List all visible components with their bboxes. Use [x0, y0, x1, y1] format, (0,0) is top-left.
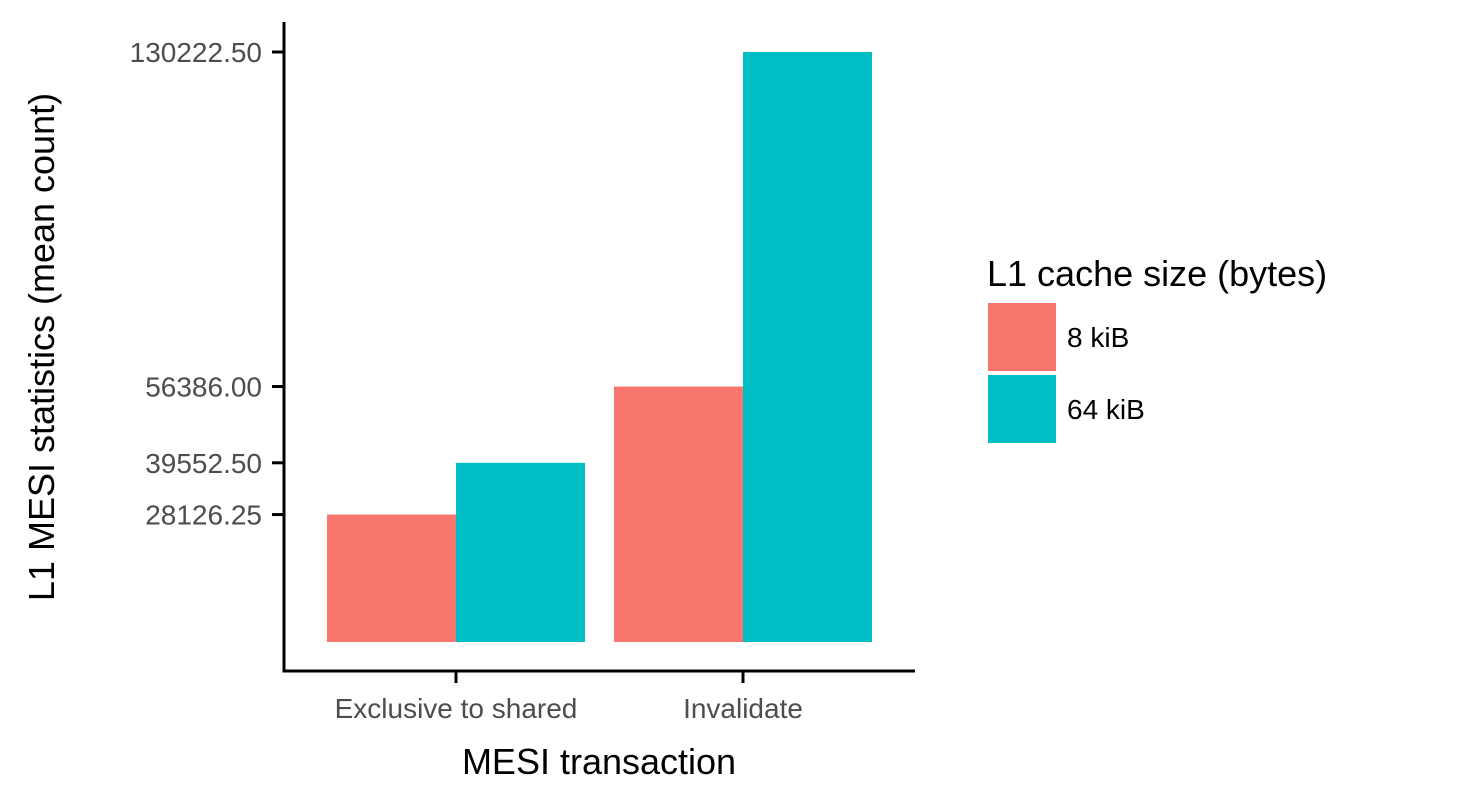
x-ticks-group: Exclusive to shared Invalidate: [335, 671, 803, 724]
y-tick-label-0: 28126.25: [145, 500, 262, 531]
legend-key-0: [988, 303, 1056, 371]
legend-key-1: [988, 375, 1056, 443]
y-tick-label-1: 39552.50: [145, 448, 262, 479]
bar-0-1: [456, 462, 585, 642]
y-axis-title: L1 MESI statistics (mean count): [21, 93, 62, 601]
bars-group: [327, 52, 872, 642]
bar-0-0: [327, 514, 456, 642]
legend-items: 8 kiB 64 kiB: [988, 303, 1145, 443]
legend-label-0: 8 kiB: [1067, 322, 1129, 353]
y-tick-label-2: 56386.00: [145, 372, 262, 403]
x-tick-label-1: Invalidate: [683, 693, 803, 724]
y-ticks-group: 28126.25 39552.50 56386.00 130222.50: [130, 37, 284, 531]
bar-1-0: [614, 386, 743, 642]
x-tick-label-0: Exclusive to shared: [335, 693, 578, 724]
x-axis-title: MESI transaction: [462, 741, 736, 782]
y-tick-label-3: 130222.50: [130, 37, 262, 68]
bar-1-1: [743, 52, 872, 642]
legend: L1 cache size (bytes) 8 kiB 64 kiB: [987, 253, 1327, 443]
legend-label-1: 64 kiB: [1067, 394, 1145, 425]
legend-title: L1 cache size (bytes): [987, 253, 1327, 294]
